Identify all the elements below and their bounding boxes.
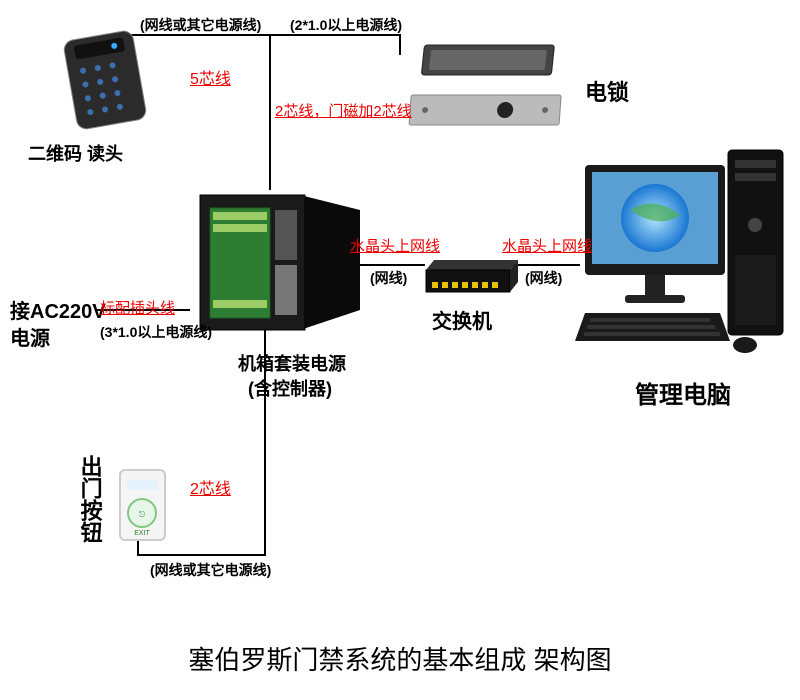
lock-label: 电锁 xyxy=(585,75,629,107)
svg-text:EXIT: EXIT xyxy=(134,530,150,537)
w2-red: 2芯线，门磁加2芯线 xyxy=(275,100,412,121)
power-box-label2: (含控制器) xyxy=(248,375,332,401)
switch-label: 交换机 xyxy=(432,305,492,334)
w2-paren: (2*1.0以上电源线) xyxy=(290,15,402,35)
qr-reader-device xyxy=(55,25,155,140)
power-box-label1: 机箱套装电源 xyxy=(238,350,346,376)
exit-button-device: ⎋ EXIT xyxy=(115,465,170,550)
switch-device xyxy=(418,250,518,310)
w3-paren: (网线) xyxy=(370,268,407,288)
lock-device xyxy=(390,40,570,145)
w1-red: 5芯线 xyxy=(190,65,231,89)
w5-red: 标配插头线 xyxy=(100,297,175,318)
pc-label: 管理电脑 xyxy=(635,375,731,410)
qr-reader-label: 二维码 读头 xyxy=(28,140,123,166)
w4-paren: (网线) xyxy=(525,268,562,288)
pc-device xyxy=(570,135,795,365)
svg-text:⎋: ⎋ xyxy=(139,510,146,519)
w3-red: 水晶头上网线 xyxy=(350,235,440,256)
w5-paren: (3*1.0以上电源线) xyxy=(100,322,212,342)
w6-paren: (网线或其它电源线) xyxy=(150,560,271,580)
w4-red: 水晶头上网线 xyxy=(502,235,592,256)
ac-power-line1: 接AC220V xyxy=(10,295,106,324)
diagram-title: 塞伯罗斯门禁系统的基本组成 架构图 xyxy=(0,640,800,677)
w6-red: 2芯线 xyxy=(190,475,231,499)
exit-button-label: 出门按钮 xyxy=(75,455,104,543)
w1-paren: (网线或其它电源线) xyxy=(140,15,261,35)
ac-power-line2: 电源 xyxy=(10,322,50,351)
